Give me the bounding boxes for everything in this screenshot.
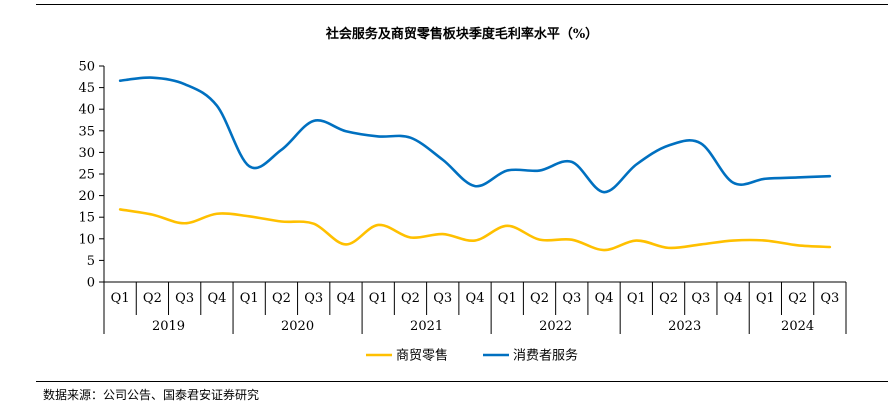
y-tick-label: 40 (78, 103, 95, 118)
y-tick-label: 0 (87, 276, 95, 291)
source-note: 数据来源：公司公告、国泰君安证券研究 (43, 388, 260, 402)
year-label: 2021 (410, 319, 443, 334)
y-tick-label: 45 (78, 81, 95, 96)
x-tick-label: Q3 (820, 291, 839, 306)
year-label: 2023 (668, 319, 701, 334)
x-tick-label: Q3 (691, 291, 710, 306)
x-tick-label: Q4 (724, 291, 743, 306)
year-label: 2019 (152, 319, 185, 334)
legend: 商贸零售 消费者服务 (366, 348, 578, 364)
y-tick-label: 50 (78, 60, 95, 75)
x-tick-label: Q4 (207, 291, 226, 306)
x-tick-label: Q2 (272, 291, 291, 306)
legend-label: 商贸零售 (396, 348, 448, 364)
year-label: 2024 (781, 319, 814, 334)
x-tick-label: Q1 (369, 291, 388, 306)
series-line-0 (118, 208, 832, 252)
x-tick-label: Q2 (143, 291, 162, 306)
x-tick-label: Q1 (498, 291, 517, 306)
y-tick-label: 35 (78, 124, 95, 139)
y-tick-label: 30 (78, 146, 95, 161)
year-label: 2020 (281, 319, 314, 334)
x-tick-label: Q2 (401, 291, 420, 306)
x-tick-label: Q3 (304, 291, 323, 306)
y-tick-label: 5 (87, 254, 95, 269)
x-tick-label: Q3 (175, 291, 194, 306)
y-axis: 0 5 10 15 20 25 30 35 40 45 50 (78, 60, 105, 291)
top-rule (36, 4, 888, 5)
x-tick-label: Q2 (659, 291, 678, 306)
x-tick-label: Q3 (562, 291, 581, 306)
x-tick-label: Q1 (240, 291, 259, 306)
legend-label: 消费者服务 (513, 348, 578, 364)
x-tick-label: Q4 (466, 291, 485, 306)
x-tick-label: Q3 (433, 291, 452, 306)
x-tick-label: Q4 (595, 291, 614, 306)
x-tick-label: Q4 (336, 291, 355, 306)
y-tick-label: 20 (78, 189, 95, 204)
x-tick-label: Q1 (756, 291, 775, 306)
x-tick-label: Q1 (111, 291, 130, 306)
series-line-1 (118, 76, 832, 194)
series-layer (118, 76, 832, 252)
bottom-rule (36, 381, 888, 382)
y-tick-label: 15 (78, 211, 95, 226)
x-tick-label: Q2 (530, 291, 549, 306)
chart-title: 社会服务及商贸零售板块季度毛利率水平（%） (325, 26, 598, 42)
x-tick-label: Q2 (788, 291, 807, 306)
x-axis: Q1 Q2 Q3 Q4 Q1 Q2 Q3 Q4 Q1 Q2 Q3 Q4 Q1 Q2 Q3 Q4 Q1 Q2 Q3 Q4… (103, 281, 847, 334)
x-tick-label: Q1 (627, 291, 646, 306)
year-label: 2022 (539, 319, 572, 334)
y-tick-label: 10 (78, 232, 95, 247)
y-tick-label: 25 (78, 168, 95, 183)
